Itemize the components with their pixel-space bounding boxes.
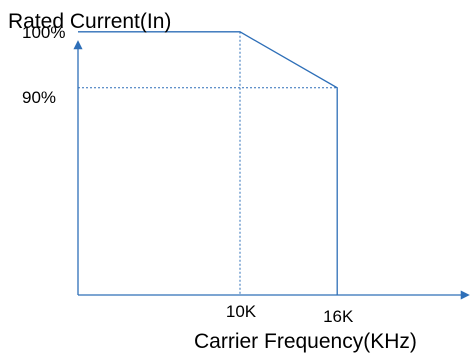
y-tick-label-90: 90% — [22, 88, 56, 107]
y-axis-title: Rated Current(In) — [8, 10, 171, 33]
series-group — [77, 31, 338, 296]
x-tick-label-10k: 10K — [226, 302, 257, 321]
y-tick-label-100: 100% — [22, 23, 65, 42]
derating-curve — [78, 31, 338, 295]
x-tick-label-16k: 16K — [323, 307, 354, 326]
x-axis-title: Carrier Frequency(KHz) — [194, 330, 417, 353]
